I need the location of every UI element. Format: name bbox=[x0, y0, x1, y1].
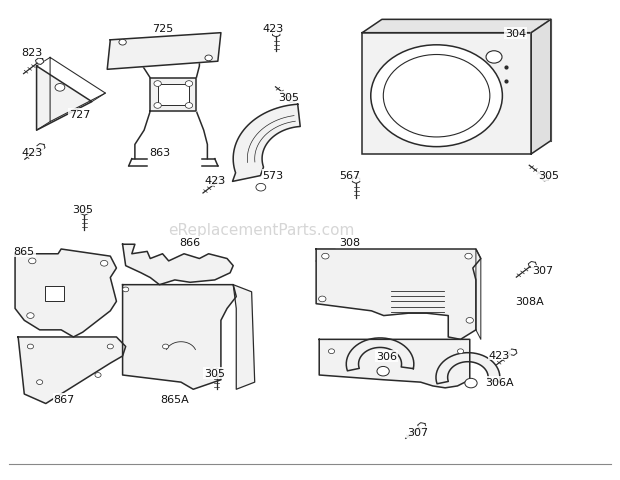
Text: 725: 725 bbox=[152, 24, 173, 34]
Polygon shape bbox=[272, 31, 280, 38]
Polygon shape bbox=[362, 20, 551, 34]
Polygon shape bbox=[528, 262, 536, 268]
Text: 867: 867 bbox=[53, 394, 75, 404]
Polygon shape bbox=[35, 59, 44, 65]
Circle shape bbox=[162, 344, 169, 349]
Polygon shape bbox=[508, 349, 517, 356]
Text: 866: 866 bbox=[180, 238, 201, 247]
Circle shape bbox=[27, 313, 34, 319]
Circle shape bbox=[465, 254, 472, 260]
Circle shape bbox=[154, 82, 161, 87]
Text: 308: 308 bbox=[339, 238, 360, 247]
Text: 573: 573 bbox=[263, 171, 284, 181]
Polygon shape bbox=[436, 353, 500, 384]
Polygon shape bbox=[531, 20, 551, 155]
Text: 567: 567 bbox=[339, 171, 360, 181]
Polygon shape bbox=[352, 178, 360, 184]
Circle shape bbox=[383, 55, 490, 138]
Text: 304: 304 bbox=[505, 29, 526, 38]
Text: 307: 307 bbox=[532, 266, 553, 276]
Text: 307: 307 bbox=[407, 427, 428, 437]
Polygon shape bbox=[123, 285, 236, 389]
Circle shape bbox=[465, 379, 477, 388]
Circle shape bbox=[29, 259, 36, 264]
Text: eReplacementParts.com: eReplacementParts.com bbox=[167, 223, 354, 238]
Polygon shape bbox=[215, 178, 223, 184]
Circle shape bbox=[329, 349, 335, 354]
Bar bbox=[157, 84, 189, 106]
Circle shape bbox=[107, 344, 113, 349]
Circle shape bbox=[123, 288, 129, 292]
Text: 865: 865 bbox=[14, 247, 35, 257]
Circle shape bbox=[322, 254, 329, 260]
Polygon shape bbox=[107, 34, 221, 70]
Circle shape bbox=[100, 261, 108, 266]
Polygon shape bbox=[233, 285, 255, 389]
Polygon shape bbox=[150, 79, 197, 112]
Polygon shape bbox=[232, 105, 300, 182]
Circle shape bbox=[37, 380, 43, 384]
Circle shape bbox=[55, 84, 65, 92]
Bar bbox=[362, 34, 531, 155]
Polygon shape bbox=[81, 209, 88, 216]
Circle shape bbox=[185, 103, 193, 109]
Text: 306A: 306A bbox=[485, 377, 513, 387]
Polygon shape bbox=[418, 423, 426, 429]
Text: 727: 727 bbox=[69, 109, 91, 119]
Text: 305: 305 bbox=[72, 204, 93, 214]
Polygon shape bbox=[347, 338, 414, 371]
Text: 423: 423 bbox=[22, 147, 43, 157]
Circle shape bbox=[27, 344, 33, 349]
Text: 823: 823 bbox=[22, 48, 43, 58]
Circle shape bbox=[205, 56, 212, 61]
Polygon shape bbox=[476, 250, 481, 340]
Bar bbox=[45, 287, 64, 301]
Text: 863: 863 bbox=[149, 147, 170, 157]
Polygon shape bbox=[319, 340, 470, 388]
Text: 306: 306 bbox=[376, 351, 397, 361]
Circle shape bbox=[486, 52, 502, 64]
Polygon shape bbox=[123, 245, 233, 285]
Text: 423: 423 bbox=[204, 176, 226, 186]
Polygon shape bbox=[541, 175, 549, 181]
Polygon shape bbox=[37, 67, 92, 131]
Polygon shape bbox=[213, 369, 220, 375]
Text: 308A: 308A bbox=[516, 297, 544, 307]
Polygon shape bbox=[37, 144, 45, 151]
Circle shape bbox=[319, 297, 326, 302]
Circle shape bbox=[466, 318, 474, 324]
Circle shape bbox=[371, 46, 502, 147]
Circle shape bbox=[377, 367, 389, 376]
Polygon shape bbox=[15, 250, 117, 337]
Polygon shape bbox=[288, 97, 296, 103]
Text: 305: 305 bbox=[278, 93, 299, 103]
Text: 423: 423 bbox=[262, 24, 284, 34]
Circle shape bbox=[119, 40, 126, 46]
Circle shape bbox=[154, 103, 161, 109]
Circle shape bbox=[185, 82, 193, 87]
Circle shape bbox=[208, 368, 215, 373]
Text: 423: 423 bbox=[489, 350, 510, 360]
Circle shape bbox=[458, 349, 464, 354]
Text: 865A: 865A bbox=[161, 394, 189, 404]
Text: 305: 305 bbox=[204, 368, 225, 378]
Polygon shape bbox=[18, 337, 126, 404]
Circle shape bbox=[95, 373, 101, 378]
Bar bbox=[382, 20, 551, 141]
Text: 305: 305 bbox=[538, 171, 559, 181]
Circle shape bbox=[256, 184, 266, 192]
Polygon shape bbox=[316, 250, 481, 340]
